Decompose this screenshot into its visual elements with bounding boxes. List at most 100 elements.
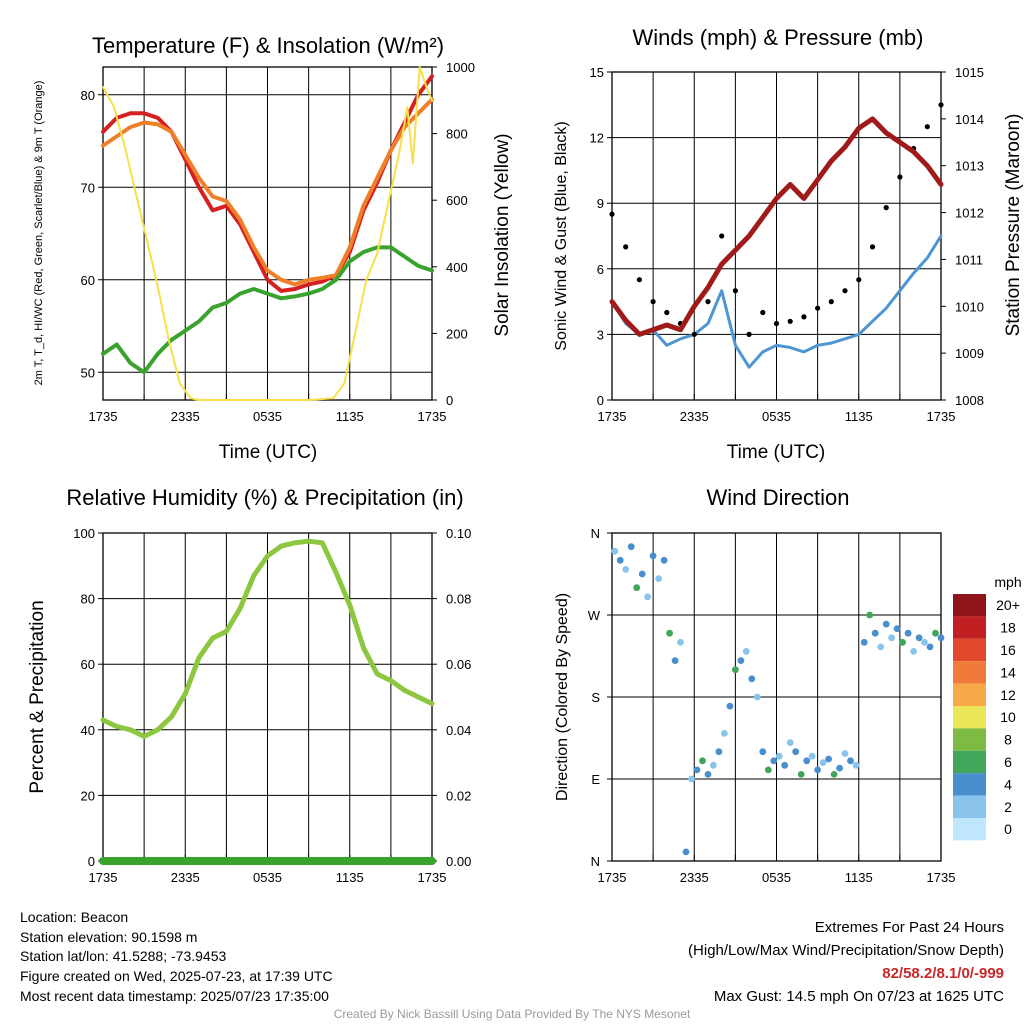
direction-point xyxy=(882,620,890,628)
y-tick-label: 9 xyxy=(597,196,604,211)
panel-title: Wind Direction xyxy=(706,485,849,510)
x-tick-label: 1735 xyxy=(927,409,956,424)
y-axis-title-left: Percent & Precipitation xyxy=(27,600,48,793)
direction-point xyxy=(926,643,934,651)
colorbar-label: 14 xyxy=(1000,664,1016,680)
gust-point xyxy=(691,331,697,337)
x-tick-label: 2335 xyxy=(171,409,200,424)
direction-point xyxy=(748,675,756,683)
gust-point xyxy=(869,244,876,250)
gust-point xyxy=(664,309,670,316)
x-tick-label: 1735 xyxy=(89,409,118,424)
gust-point xyxy=(787,318,793,324)
direction-point xyxy=(611,547,619,555)
direction-point xyxy=(622,566,630,573)
direction-point xyxy=(666,629,673,637)
direction-point xyxy=(693,766,701,774)
direction-point xyxy=(649,552,657,560)
gust-point xyxy=(842,288,848,294)
direction-point xyxy=(737,657,745,664)
direction-point xyxy=(825,755,832,763)
y-tick-label: W xyxy=(588,608,601,623)
y-axis-title-right: Solar Insolation (Yellow) xyxy=(492,133,513,336)
gust-point xyxy=(883,205,889,211)
station-elevation: Station elevation: 90.1598 m xyxy=(20,929,198,945)
direction-point xyxy=(688,775,695,783)
direction-point xyxy=(830,771,838,778)
direction-point xyxy=(677,638,684,646)
y2-tick-label: 0.10 xyxy=(446,526,471,541)
colorbar-label: 18 xyxy=(1000,620,1016,636)
temp-2m-line xyxy=(101,74,434,293)
gust-point xyxy=(623,244,629,250)
gust-point xyxy=(746,331,752,337)
colorbar-swatch xyxy=(953,795,986,818)
direction-point xyxy=(937,634,945,642)
direction-point xyxy=(860,638,868,646)
direction-point xyxy=(819,759,827,766)
y2-tick-label: 600 xyxy=(446,193,468,208)
y2-tick-label: 0.06 xyxy=(446,657,471,672)
x-axis-title: Time (UTC) xyxy=(219,442,318,463)
colorbar-label: 8 xyxy=(1004,732,1012,748)
direction-point xyxy=(866,611,874,619)
direction-point xyxy=(910,648,917,655)
direction-point xyxy=(660,556,668,564)
direction-point xyxy=(753,693,761,701)
y-axis-title-right: Station Pressure (Maroon) xyxy=(1003,114,1024,337)
direction-point xyxy=(877,643,885,651)
colorbar-label: 12 xyxy=(1000,687,1016,703)
direction-point xyxy=(871,629,879,637)
direction-point xyxy=(732,666,739,674)
x-tick-label: 1135 xyxy=(336,870,364,885)
y-tick-label: N xyxy=(591,854,600,869)
direction-point xyxy=(847,757,854,765)
gust-point xyxy=(801,314,807,320)
colorbar-label: 20+ xyxy=(996,597,1020,613)
direction-point xyxy=(644,593,651,601)
y-tick-label: S xyxy=(591,690,600,705)
x-tick-label: 1735 xyxy=(598,409,627,424)
speed-colorbar: mph 20+ 18 16 14 12 10 8 6 4 2 0 xyxy=(953,574,1022,841)
y2-tick-label: 800 xyxy=(446,127,468,142)
y-tick-label: 0 xyxy=(597,393,604,408)
x-axis-title: Time (UTC) xyxy=(727,442,826,463)
y-tick-label: 80 xyxy=(81,88,95,103)
y-tick-label: 6 xyxy=(597,262,604,277)
extremes-subtitle: (High/Low/Max Wind/Precipitation/Snow De… xyxy=(688,942,1004,959)
direction-point xyxy=(682,848,690,856)
gust-point xyxy=(924,124,930,130)
y-tick-label: 60 xyxy=(81,657,95,672)
direction-point xyxy=(699,757,706,765)
x-tick-label: 2335 xyxy=(171,870,200,885)
gust-point xyxy=(828,299,834,305)
relative-humidity-line xyxy=(100,538,435,739)
y-tick-label: 80 xyxy=(81,592,95,607)
colorbar-label: 6 xyxy=(1004,754,1012,770)
direction-point xyxy=(775,752,783,760)
x-tick-label: 1735 xyxy=(927,870,956,885)
gust-point xyxy=(719,233,725,239)
direction-point xyxy=(721,730,728,737)
x-tick-label: 1735 xyxy=(418,409,447,424)
panel-title: Temperature (F) & Insolation (W/m²) xyxy=(92,33,444,58)
y-tick-label: 15 xyxy=(590,65,604,80)
gust-point xyxy=(636,277,643,283)
gust-point xyxy=(650,299,656,305)
station-location: Location: Beacon xyxy=(20,909,129,925)
x-tick-label: 1735 xyxy=(89,870,118,885)
colorbar-swatch xyxy=(953,616,986,639)
figure-created: Figure created on Wed, 2025-07-23, at 17… xyxy=(20,968,333,984)
y-axis-title-left: 2m T, T_d, HI/WC (Red, Green, Scarlet/Bl… xyxy=(33,81,45,386)
direction-point xyxy=(915,634,923,642)
colorbar-swatch xyxy=(953,594,986,617)
y2-tick-label: 0.00 xyxy=(446,854,471,869)
direction-point xyxy=(759,748,767,756)
x-tick-label: 0535 xyxy=(762,870,791,885)
y-tick-label: 40 xyxy=(81,723,95,738)
colorbar-swatch xyxy=(953,661,986,684)
y-tick-label: N xyxy=(591,526,600,541)
recent-data-timestamp: Most recent data timestamp: 2025/07/23 1… xyxy=(20,988,329,1004)
direction-point xyxy=(633,584,641,592)
